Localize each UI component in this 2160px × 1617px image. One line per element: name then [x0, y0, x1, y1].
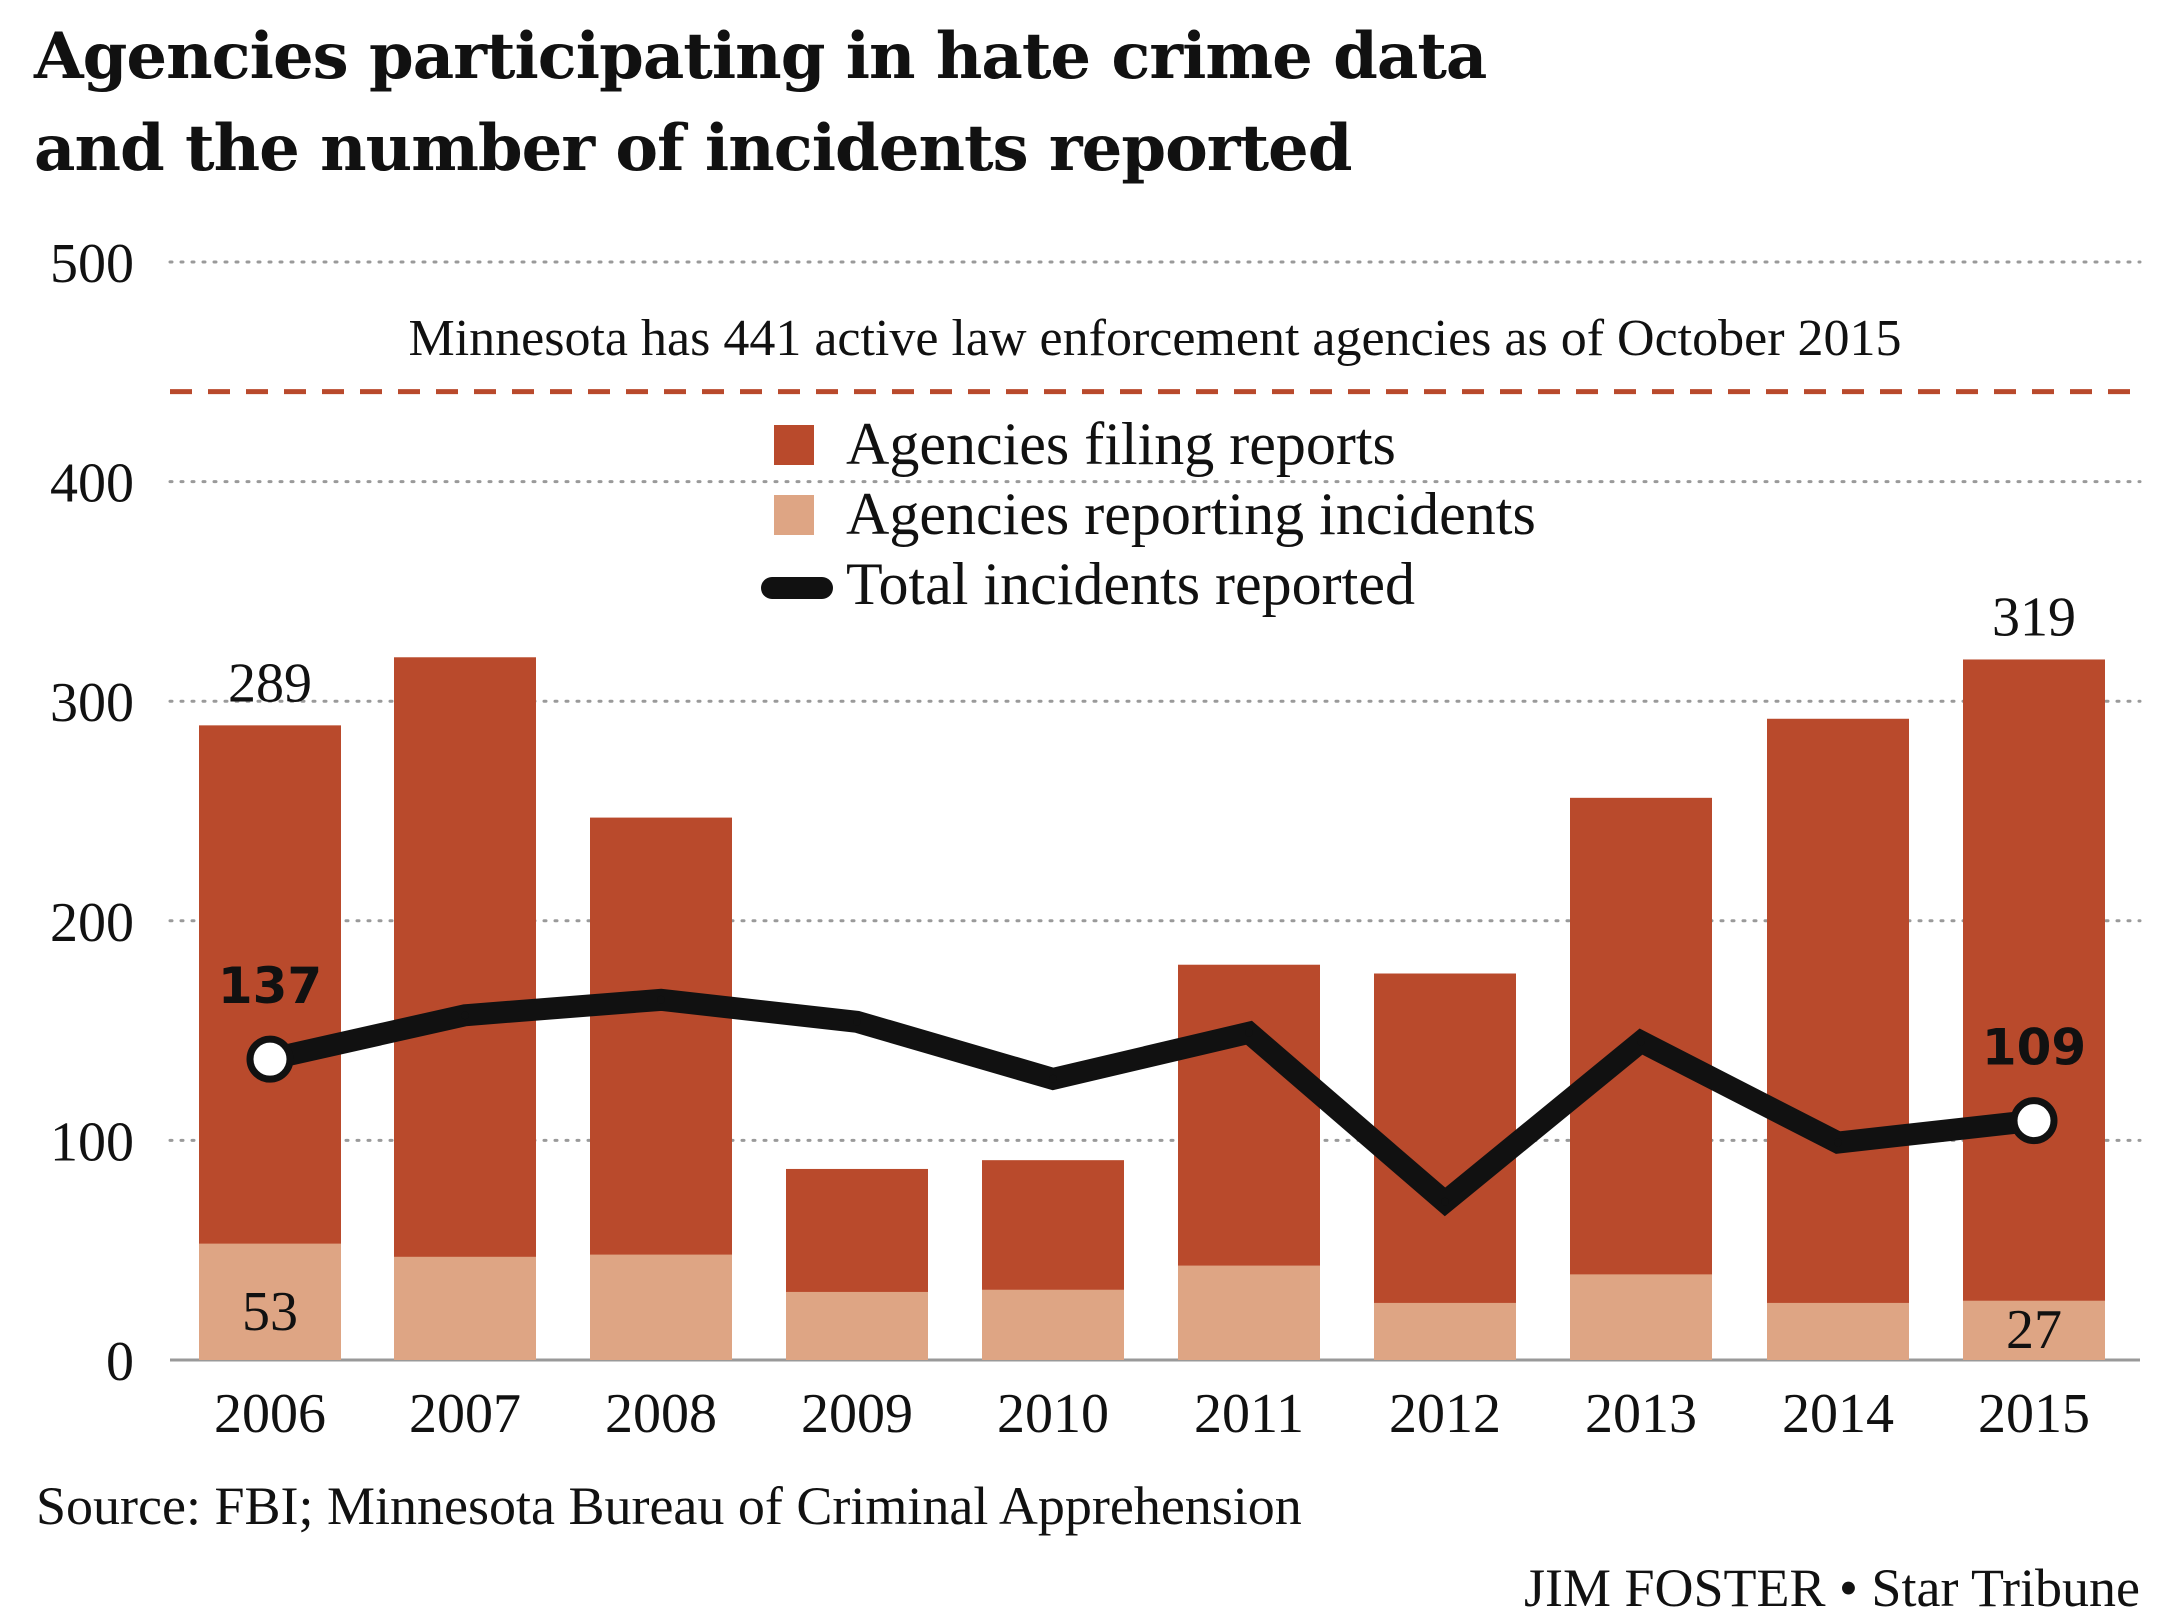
incidents-point: [1637, 1037, 1645, 1046]
bar-agencies-reporting: [1570, 1274, 1712, 1360]
incidents-point: [853, 1017, 861, 1026]
x-tick-label: 2006: [214, 1383, 326, 1445]
x-axis: 2006 2007 2008 2009 2010 2011 2012 2013 2014 2015: [214, 1383, 2090, 1445]
bar-agencies-filing: [1767, 718, 1909, 1360]
chart-title-line-1: Agencies participating in hate crime dat…: [33, 19, 1486, 94]
y-axis: 0 100 200 300 400 500: [50, 233, 2140, 1393]
y-tick-label: 400: [50, 453, 134, 515]
x-tick-label: 2012: [1389, 1383, 1501, 1445]
incidents-line-path: [267, 988, 2036, 1217]
bars: [199, 657, 2105, 1360]
chart-title-line-2: and the number of incidents reported: [34, 111, 1352, 186]
incidents-line: [246, 988, 2058, 1217]
x-tick-label: 2007: [409, 1383, 521, 1445]
bar-total-label: 319: [1992, 586, 2076, 648]
incidents-value-label: 109: [1982, 1019, 2086, 1077]
legend-label-reporting: Agencies reporting incidents: [846, 481, 1536, 547]
credit-line: JIM FOSTER • Star Tribune: [1524, 1558, 2140, 1617]
legend-swatch-filing: [774, 425, 814, 465]
x-tick-label: 2010: [997, 1383, 1109, 1445]
incidents-point: [1441, 1197, 1449, 1206]
y-tick-label: 100: [50, 1111, 134, 1173]
bar-agencies-reporting: [199, 1243, 341, 1360]
bar-total-label: 289: [228, 652, 312, 714]
reference-line-label: Minnesota has 441 active law enforcement…: [408, 310, 1901, 367]
x-tick-label: 2011: [1194, 1383, 1304, 1445]
bar-inner-label: 53: [242, 1281, 298, 1343]
incidents-point: [1834, 1138, 1842, 1147]
incidents-point: [1049, 1074, 1057, 1083]
incidents-endpoint-marker: [246, 1035, 294, 1083]
legend-swatch-reporting: [774, 495, 814, 535]
y-tick-label: 200: [50, 892, 134, 954]
incidents-point: [657, 995, 665, 1004]
y-tick-label: 0: [106, 1331, 134, 1393]
bar-agencies-reporting: [982, 1289, 1124, 1360]
x-tick-label: 2008: [605, 1383, 717, 1445]
y-tick-label: 300: [50, 672, 134, 734]
x-tick-label: 2013: [1585, 1383, 1697, 1445]
y-tick-label: 500: [50, 233, 134, 295]
x-tick-label: 2015: [1978, 1383, 2090, 1445]
incidents-endpoint-marker: [2010, 1097, 2058, 1145]
legend-label-filing: Agencies filing reports: [846, 411, 1396, 477]
x-tick-label: 2009: [801, 1383, 913, 1445]
bar-agencies-reporting: [1178, 1265, 1320, 1360]
incidents-value-label: 137: [218, 957, 322, 1015]
incidents-point: [1245, 1028, 1253, 1037]
bar-agencies-reporting: [1374, 1302, 1516, 1360]
incidents-point: [461, 1011, 469, 1020]
data-labels: 289 319 53 27 137 109: [218, 586, 2086, 1361]
legend: Agencies filing reports Agencies reporti…: [761, 411, 1536, 617]
reference-line-group: Minnesota has 441 active law enforcement…: [170, 310, 2140, 395]
legend-label-incidents: Total incidents reported: [846, 551, 1415, 617]
x-tick-label: 2014: [1782, 1383, 1894, 1445]
source-note: Source: FBI; Minnesota Bureau of Crimina…: [36, 1476, 1302, 1536]
bar-agencies-reporting: [394, 1256, 536, 1360]
bar-agencies-reporting: [786, 1291, 928, 1360]
chart-title: Agencies participating in hate crime dat…: [33, 19, 1487, 186]
bar-agencies-filing: [1963, 659, 2105, 1360]
bar-agencies-reporting: [590, 1254, 732, 1360]
bar-agencies-reporting: [1963, 1300, 2105, 1360]
bar-agencies-reporting: [1767, 1302, 1909, 1360]
bar-inner-label: 27: [2006, 1299, 2062, 1361]
